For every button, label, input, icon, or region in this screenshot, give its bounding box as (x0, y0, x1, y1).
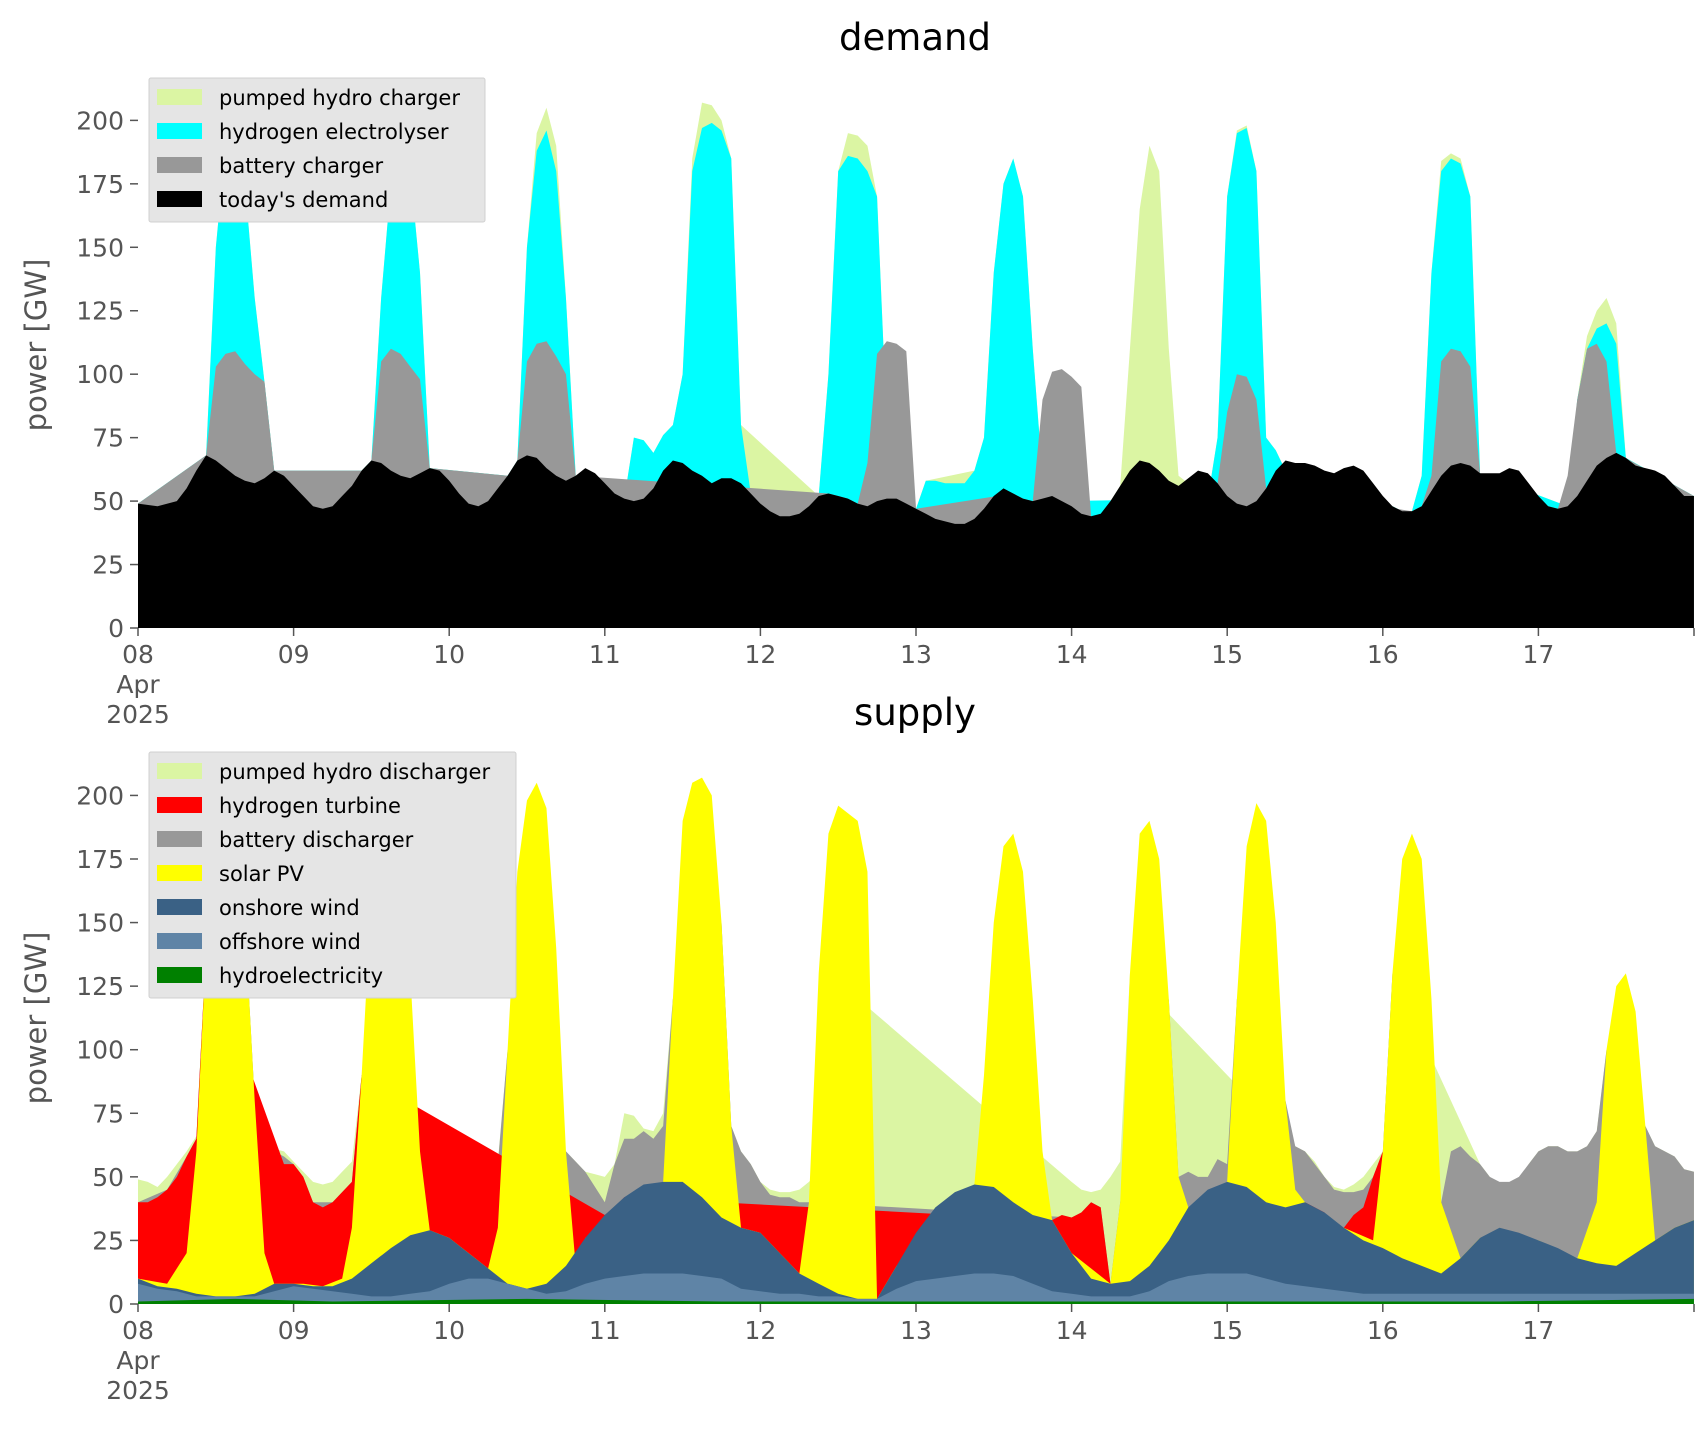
demand-ytick-label: 25 (92, 551, 124, 580)
supply-xtick-label: 10 (433, 1316, 465, 1345)
legend-label-battery-discharger: battery discharger (219, 828, 414, 852)
supply-ytick-label: 100 (76, 1036, 124, 1065)
demand-ytick-label: 200 (76, 106, 124, 135)
supply-ytick-label: 125 (76, 972, 124, 1001)
demand-legend-box (148, 77, 486, 223)
supply-xtick-label: 16 (1367, 1316, 1399, 1345)
supply-ytick-label: 75 (92, 1099, 124, 1128)
supply-xtick-label: 09 (278, 1316, 310, 1345)
supply-xtick-label: 08 Apr 2025 (106, 1316, 170, 1405)
legend-label-hydrogen-turbine: hydrogen turbine (219, 794, 401, 818)
legend-label-solar-pv: solar PV (219, 862, 304, 886)
supply-xtick-label: 14 (1056, 1316, 1088, 1345)
demand-xtick-label: 16 (1367, 640, 1399, 669)
legend-swatch-battery-charger (157, 157, 202, 173)
supply-axes: 0 25 50 75 100 125 150 175 200 08 Apr 2025 09 10 11 12 1… (76, 781, 1695, 1405)
legend-label-battery-charger: battery charger (219, 154, 384, 178)
supply-series-layer (138, 777, 1694, 1304)
supply-legend-box (148, 751, 517, 999)
legend-label-pumped-hydro-charger: pumped hydro charger (219, 86, 460, 110)
legend-label-todays-demand: today's demand (219, 188, 388, 212)
demand-xtick-label: 13 (900, 640, 932, 669)
supply-area-onshore-wind (138, 1181, 1694, 1304)
legend-label-hydrogen-electrolyser: hydrogen electrolyser (219, 120, 449, 144)
demand-area-today-s-demand (138, 452, 1694, 628)
demand-xtick-label: 08 Apr 2025 (106, 640, 170, 729)
legend-swatch-hydroelectricity (157, 967, 202, 983)
demand-ytick-label: 0 (108, 614, 124, 643)
demand-ytick-label: 100 (76, 360, 124, 389)
demand-ytick-label: 50 (92, 487, 124, 516)
legend-swatch-battery-discharger (157, 831, 202, 847)
legend-label-offshore-wind: offshore wind (219, 930, 361, 954)
demand-series-layer (138, 102, 1694, 629)
demand-xtick-label: 15 (1211, 640, 1243, 669)
supply-xtick-label: 17 (1522, 1316, 1554, 1345)
demand-ytick-label: 175 (76, 170, 124, 199)
supply-xtick-label: 15 (1211, 1316, 1243, 1345)
supply-legend: pumped hydro discharger hydrogen turbine… (148, 751, 517, 999)
demand-y-axis-label: power [GW] (19, 259, 53, 432)
supply-ytick-label: 175 (76, 845, 124, 874)
supply-area-offshore-wind (138, 1273, 1694, 1304)
supply-ytick-label: 25 (92, 1226, 124, 1255)
legend-swatch-hydrogen-turbine (157, 797, 202, 813)
legend-swatch-pumped-hydro-charger (157, 89, 202, 105)
legend-swatch-onshore-wind (157, 899, 202, 915)
legend-swatch-pumped-hydro-discharger (157, 763, 202, 779)
demand-xtick-label: 14 (1056, 640, 1088, 669)
supply-ytick-label: 0 (108, 1290, 124, 1319)
demand-ytick-label: 75 (92, 424, 124, 453)
legend-label-pumped-hydro-discharger: pumped hydro discharger (219, 760, 490, 784)
legend-swatch-todays-demand (157, 191, 202, 207)
legend-swatch-solar-pv (157, 865, 202, 881)
demand-xtick-label: 12 (744, 640, 776, 669)
supply-area-hydroelectricity (138, 1298, 1694, 1304)
demand-xtick-label: 09 (278, 640, 310, 669)
supply-ytick-label: 150 (76, 909, 124, 938)
demand-ytick-label: 150 (76, 233, 124, 262)
demand-axes: 0 25 50 75 100 125 150 175 200 08 Apr 2025 09 10 11 12 1… (76, 106, 1695, 729)
supply-y-axis-label: power [GW] (19, 932, 53, 1105)
legend-swatch-hydrogen-electrolyser (157, 123, 202, 139)
supply-ytick-label: 200 (76, 781, 124, 810)
supply-ytick-label: 50 (92, 1163, 124, 1192)
demand-xtick-label: 17 (1522, 640, 1554, 669)
supply-title: supply (854, 691, 976, 734)
demand-title: demand (839, 16, 991, 59)
supply-panel: supply power [GW] 0 25 50 75 100 125 150 175 200… (19, 691, 1695, 1405)
supply-area-hydrogen-turbine (138, 948, 1383, 1304)
legend-label-hydroelectricity: hydroelectricity (219, 964, 383, 988)
demand-panel: demand power [GW] 0 25 50 75 100 125 150 175 200… (19, 16, 1695, 729)
supply-xtick-label: 13 (900, 1316, 932, 1345)
demand-xtick-label: 11 (589, 640, 621, 669)
demand-ytick-label: 125 (76, 297, 124, 326)
supply-xtick-label: 11 (589, 1316, 621, 1345)
demand-legend: pumped hydro charger hydrogen electrolys… (148, 77, 486, 223)
legend-label-onshore-wind: onshore wind (219, 896, 360, 920)
supply-area-solar-pv (138, 777, 1694, 1304)
legend-swatch-offshore-wind (157, 933, 202, 949)
demand-xtick-label: 10 (433, 640, 465, 669)
supply-xtick-label: 12 (744, 1316, 776, 1345)
